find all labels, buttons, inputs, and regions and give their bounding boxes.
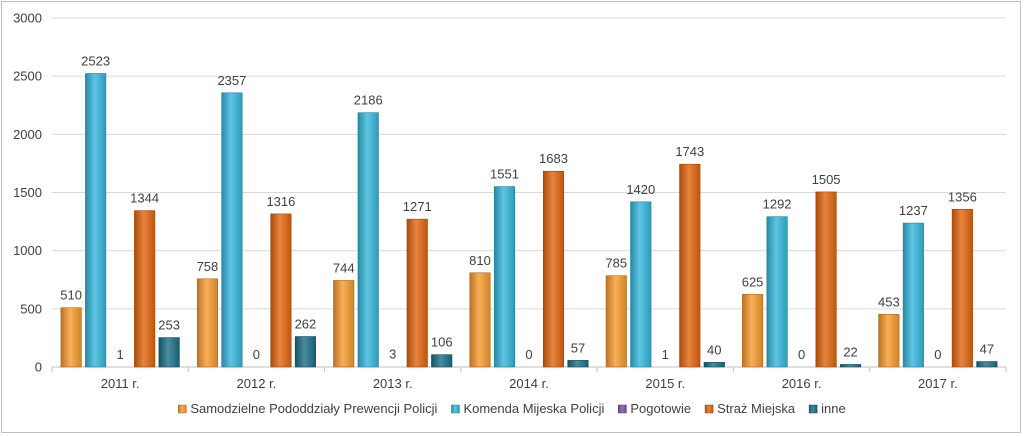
data-label: 785 [605,256,627,271]
bar [703,362,725,368]
bar [742,293,764,368]
data-label: 0 [798,347,805,362]
data-label: 2523 [81,53,110,68]
legend-label: Samodzielne Pododdziały Prewencji Policj… [190,401,437,416]
bars [60,73,998,368]
data-label: 1 [662,347,669,362]
bar [469,272,491,368]
data-label: 3 [389,347,396,362]
data-label: 1551 [490,167,519,182]
data-label: 22 [843,344,857,359]
data-label: 253 [158,318,180,333]
bar [951,208,973,368]
bar [542,170,565,368]
legend: Samodzielne Pododdziały Prewencji Policj… [178,401,846,416]
bar [815,191,837,368]
legend-item: Samodzielne Pododdziały Prewencji Policj… [178,401,438,416]
bar [679,163,701,368]
bar [630,201,652,368]
data-label: 510 [60,288,82,303]
legend-swatch [704,404,714,414]
bar [60,307,82,368]
x-tick-label: 2015 r. [645,376,685,391]
data-label: 57 [571,340,585,355]
data-label: 1683 [539,151,568,166]
bar [158,337,180,368]
data-label: 1237 [899,203,928,218]
bar [406,218,428,368]
data-label: 1 [117,347,124,362]
data-label: 47 [980,342,994,357]
legend-swatch [178,404,187,414]
legend-item: Pogotowie [618,401,691,416]
bar [333,280,355,368]
y-tick-label: 0 [35,360,42,375]
legend-item: inne [808,401,846,416]
bar [134,210,156,368]
data-label: 1292 [763,197,792,212]
x-tick-label: 2014 r. [509,376,549,391]
bar [196,278,218,368]
bar [976,361,998,368]
x-tick-label: 2012 r. [237,376,277,391]
bar [605,275,627,368]
data-label: 1420 [626,182,655,197]
data-label: 2186 [354,93,383,108]
y-tick-label: 3000 [13,11,42,26]
bar [294,336,316,368]
data-label: 810 [469,253,491,268]
bar [493,186,516,368]
data-label: 1271 [403,199,432,214]
legend-label: Pogotowie [630,401,691,416]
y-tick-label: 1000 [13,243,42,258]
data-label: 262 [295,317,317,332]
data-label: 1356 [948,189,977,204]
gridlines [52,17,1006,310]
bar [431,354,453,368]
legend-swatch [808,404,818,414]
y-tick-label: 2000 [13,127,42,142]
data-label: 106 [431,335,453,350]
data-label: 1743 [675,144,704,159]
legend-label: Straż Miejska [717,401,796,416]
data-label: 1505 [812,172,841,187]
bar [878,314,900,368]
data-label: 1316 [266,194,295,209]
data-label: 0 [525,347,532,362]
data-label: 625 [742,274,764,289]
x-tick-label: 2016 r. [782,376,822,391]
data-label: 2357 [217,73,246,88]
data-label: 744 [333,260,355,275]
bar [567,360,589,368]
bar [221,92,243,368]
x-tick-label: 2013 r. [373,376,413,391]
x-tick-label: 2017 r. [918,376,958,391]
legend-label: Komenda Mijeska Policji [463,401,604,416]
data-label: 1344 [130,191,159,206]
legend-swatch [618,404,627,414]
data-label: 453 [878,294,900,309]
legend-item: Straż Miejska [704,401,796,416]
y-tick-label: 1500 [13,185,42,200]
legend-label: inne [821,401,846,416]
bar [766,216,788,368]
bar [85,73,107,368]
x-tick-label: 2011 r. [101,376,140,391]
bar [357,112,379,368]
y-tick-label: 500 [20,301,42,316]
legend-swatch [451,404,460,414]
data-label: 0 [934,347,941,362]
bar [840,364,862,368]
legend-item: Komenda Mijeska Policji [451,401,604,416]
y-tick-label: 2500 [13,69,42,84]
data-labels: 5102523113442537582357013162627442186312… [60,53,994,362]
data-label: 0 [253,347,260,362]
data-label: 758 [197,259,219,274]
bar [902,222,924,368]
data-label: 40 [707,342,721,357]
bar [270,213,292,368]
